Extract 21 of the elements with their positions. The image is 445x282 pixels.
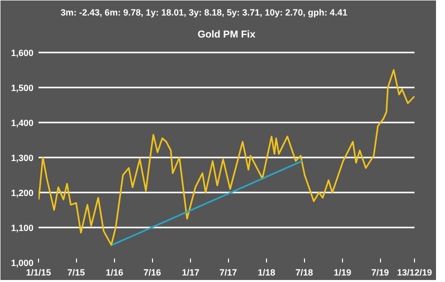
x-tick-label: 7/16 (144, 268, 162, 278)
x-tick-label: 7/15 (67, 268, 85, 278)
y-tick-label: 1,100 (10, 223, 34, 233)
x-tick-label: 7/18 (295, 268, 313, 278)
x-tick-label: 1/18 (258, 268, 276, 278)
y-tick-label: 1,500 (10, 83, 34, 93)
y-tick-label: 1,400 (10, 118, 34, 128)
y-tick-label: 1,000 (10, 258, 34, 268)
y-tick-label: 1,300 (10, 153, 34, 163)
y-tick-label: 1,600 (10, 48, 34, 58)
x-tick-label: 7/19 (371, 268, 389, 278)
x-tick-label: 7/17 (220, 268, 238, 278)
x-tick-label: 13/12/19 (396, 268, 432, 278)
x-tick-label: 1/17 (182, 268, 200, 278)
x-tick-label: 1/16 (106, 268, 124, 278)
line-series (38, 69, 414, 246)
x-tick-label: 1/19 (334, 268, 352, 278)
text: 3m: -2.43, 6m: 9.78, 1y: 18.01, 3y: 8.18, 5y: 3.71, 10y: 2.70, gph: 4.41 (60, 8, 348, 18)
x-tick-label: 1/1/15 (26, 268, 52, 278)
y-tick-label: 1,200 (10, 188, 34, 198)
chart-title: Gold PM Fix (198, 30, 256, 40)
